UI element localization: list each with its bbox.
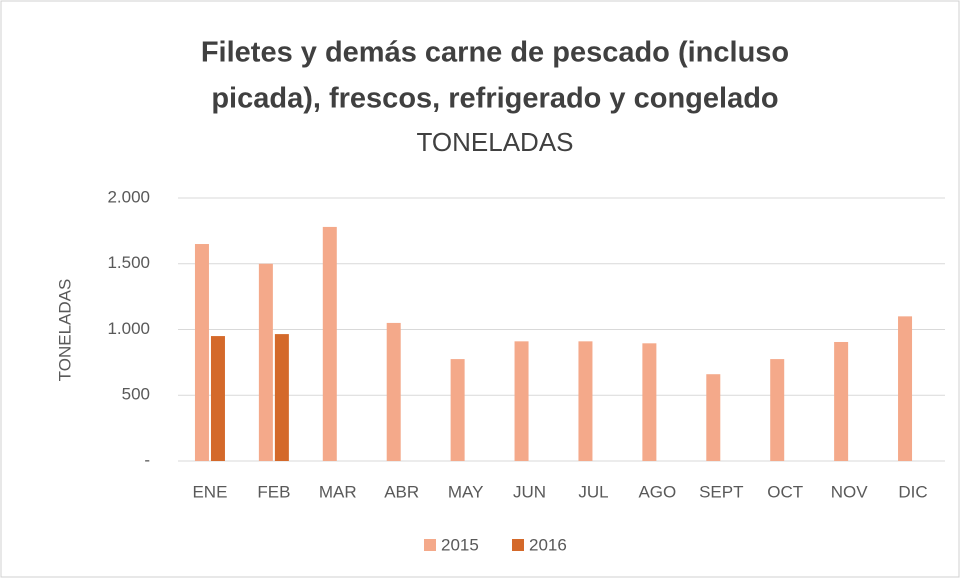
x-tick-label: DIC <box>898 482 927 501</box>
legend-swatch <box>424 539 436 551</box>
y-tick-label: 1.000 <box>107 319 150 338</box>
bar <box>642 343 657 461</box>
bar <box>258 263 273 461</box>
legend-swatch <box>512 539 524 551</box>
chart-subtitle: TONELADAS <box>416 127 573 157</box>
y-tick-label: 500 <box>122 385 150 404</box>
y-tick-label: - <box>144 450 150 469</box>
x-tick-label: MAR <box>319 482 357 501</box>
x-tick-label: NOV <box>831 482 869 501</box>
bar <box>898 316 913 461</box>
bar <box>834 341 849 461</box>
legend-label: 2015 <box>441 535 479 554</box>
y-axis-label: TONELADAS <box>55 279 74 382</box>
y-tick-label: 1.500 <box>107 253 150 272</box>
x-tick-label: OCT <box>767 482 803 501</box>
bar <box>210 336 225 461</box>
bar <box>514 341 529 461</box>
chart-title: picada), frescos, refrigerado y congelad… <box>211 83 778 115</box>
x-tick-label: FEB <box>257 482 290 501</box>
bar <box>578 341 593 461</box>
x-tick-label: JUN <box>513 482 546 501</box>
chart-title: Filetes y demás carne de pescado (inclus… <box>201 37 789 69</box>
y-tick-label: 2.000 <box>107 187 150 206</box>
bar <box>770 359 785 461</box>
legend-label: 2016 <box>529 535 567 554</box>
bar <box>386 322 401 461</box>
x-tick-label: AGO <box>638 482 676 501</box>
x-tick-label: MAY <box>448 482 484 501</box>
x-tick-label: JUL <box>578 482 608 501</box>
bar <box>194 244 209 461</box>
x-tick-label: ENE <box>192 482 227 501</box>
bar <box>450 359 465 461</box>
x-tick-label: ABR <box>384 482 419 501</box>
bar <box>322 226 337 461</box>
x-tick-label: SEPT <box>699 482 743 501</box>
bar <box>274 334 289 461</box>
bar <box>706 374 721 461</box>
